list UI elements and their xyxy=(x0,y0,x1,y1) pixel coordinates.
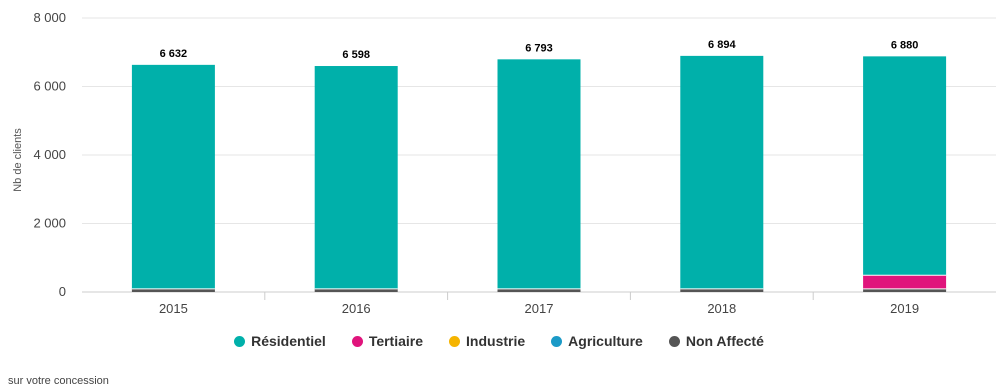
bar-chart: 0 2 000 4 000 6 000 8 000 6 632 6 598 6 793 6 8… xyxy=(12,10,996,316)
bar-segment xyxy=(497,288,581,292)
y-axis-ticks: 0 2 000 4 000 6 000 8 000 xyxy=(33,10,66,299)
y-tick-label: 6 000 xyxy=(33,79,66,94)
bar-segment xyxy=(497,59,581,289)
x-tick-label: 2016 xyxy=(342,301,371,316)
y-axis-label: Nb de clients xyxy=(12,128,24,192)
legend-marker xyxy=(234,335,246,347)
footnote: sur votre concession xyxy=(8,375,109,387)
legend-item[interactable]: Agriculture xyxy=(551,333,643,349)
y-tick-label: 2 000 xyxy=(33,216,66,231)
bar-total-label: 6 632 xyxy=(160,48,188,60)
bar-segment xyxy=(314,66,398,289)
x-tick-label: 2015 xyxy=(159,301,188,316)
bar-segment xyxy=(863,288,947,292)
legend-label: Agriculture xyxy=(568,333,643,349)
bar-segment xyxy=(863,275,947,289)
bar-total-label: 6 894 xyxy=(708,39,736,51)
bar-total-label: 6 793 xyxy=(525,42,553,54)
legend-label: Non Affecté xyxy=(685,333,764,349)
x-tick-label: 2018 xyxy=(707,301,736,316)
y-tick-label: 0 xyxy=(59,284,66,299)
legend-item[interactable]: Non Affecté xyxy=(668,333,764,349)
x-axis-ticks: 2015 2016 2017 2018 2019 xyxy=(159,292,919,316)
bar-segment xyxy=(680,55,764,289)
bars xyxy=(131,55,947,292)
legend-marker xyxy=(668,335,680,347)
x-tick-label: 2019 xyxy=(890,301,919,316)
bar-segment xyxy=(314,288,398,292)
legend-item[interactable]: Résidentiel xyxy=(234,333,326,349)
legend-marker xyxy=(551,335,563,347)
x-tick-label: 2017 xyxy=(525,301,554,316)
y-tick-label: 4 000 xyxy=(33,147,66,162)
bar-total-label: 6 880 xyxy=(891,39,919,51)
legend-label: Résidentiel xyxy=(251,333,326,349)
legend: Résidentiel Tertiaire Industrie Agriculture… xyxy=(0,333,998,349)
bar-segment xyxy=(863,56,947,276)
legend-marker xyxy=(449,335,461,347)
legend-marker xyxy=(351,335,363,347)
bar-totals: 6 632 6 598 6 793 6 894 6 880 xyxy=(160,39,919,61)
bar-segment xyxy=(680,288,764,292)
bar-segment xyxy=(131,64,215,289)
y-tick-label: 8 000 xyxy=(33,10,66,25)
bar-total-label: 6 598 xyxy=(342,49,370,61)
legend-label: Industrie xyxy=(466,333,526,349)
legend-item[interactable]: Industrie xyxy=(449,333,525,349)
legend-label: Tertiaire xyxy=(368,333,424,349)
bar-segment xyxy=(131,288,215,292)
legend-item[interactable]: Tertiaire xyxy=(351,333,424,349)
